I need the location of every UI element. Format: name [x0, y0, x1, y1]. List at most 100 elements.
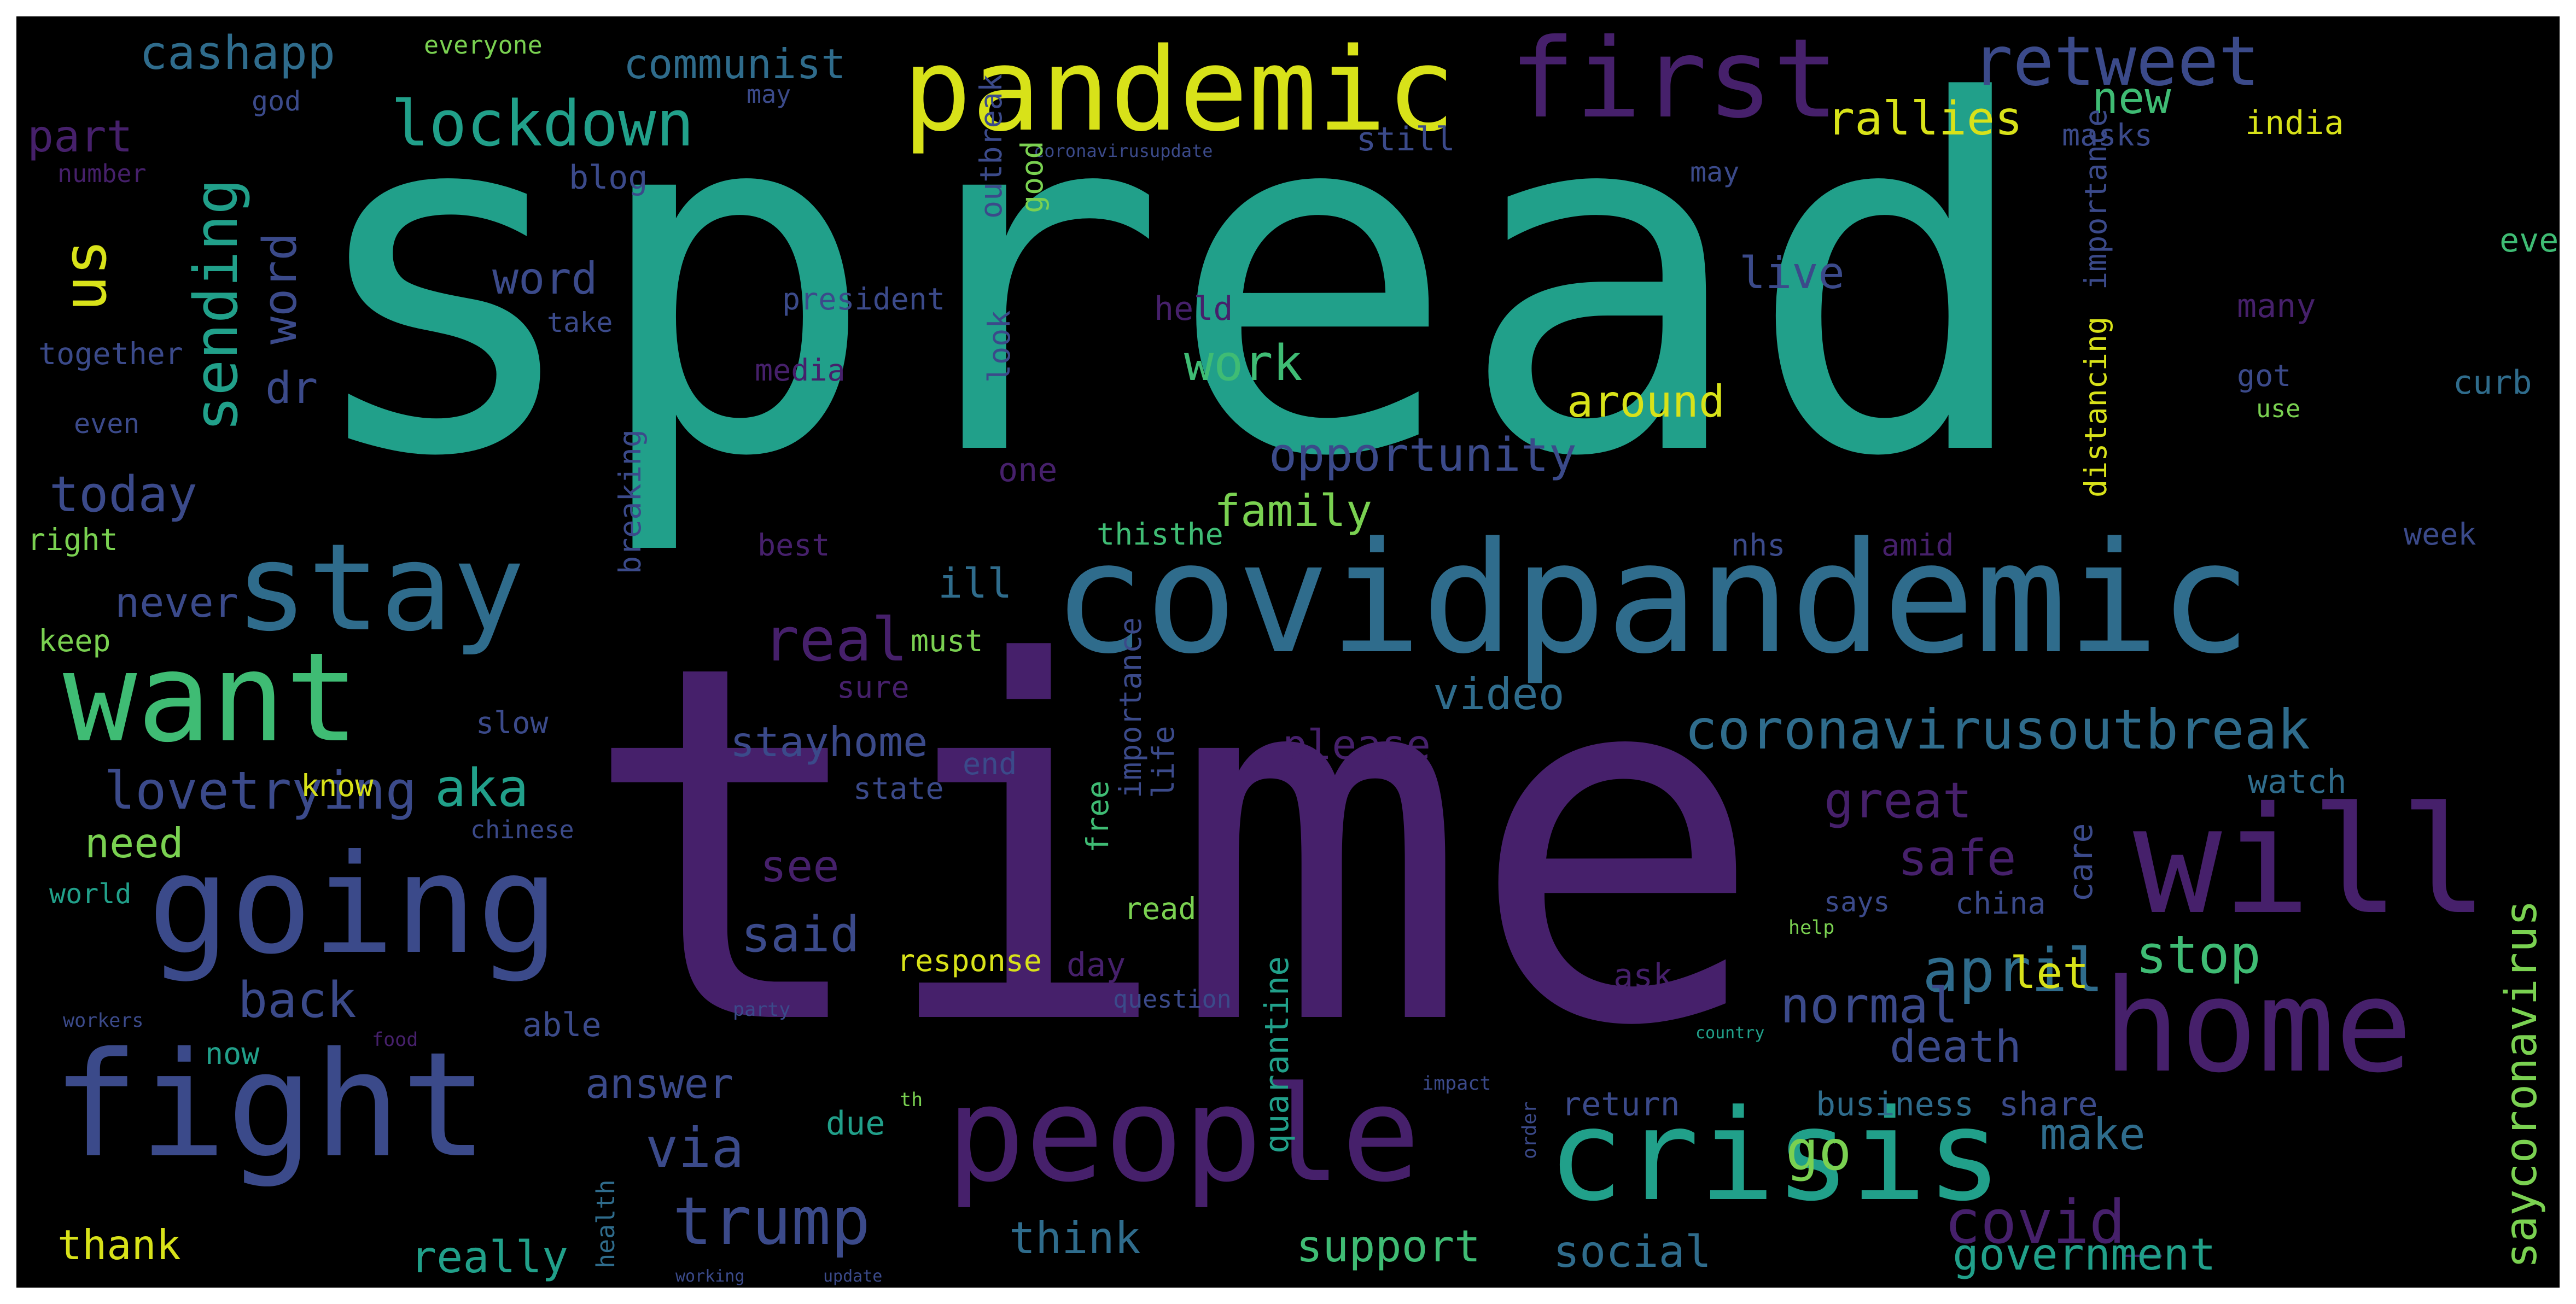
word-nhs: thisthe — [1097, 517, 1223, 552]
word-breaking: look — [982, 310, 1017, 383]
word-word: word — [253, 232, 307, 344]
word-use: got — [2237, 358, 2292, 393]
word-will: will — [2133, 775, 2489, 947]
word-outbreak: update — [823, 1267, 883, 1286]
word-world: safe — [1898, 829, 2016, 887]
word-day: response — [897, 943, 1042, 978]
word-us: us — [50, 239, 120, 312]
word-see: chinese — [470, 815, 574, 844]
word-coronavirusupdate: coronavirusupdate — [1034, 141, 1213, 161]
word-via: share — [1999, 1085, 2098, 1124]
word-communist: communist — [623, 40, 846, 88]
word-sure: video — [1433, 669, 1565, 720]
word-share: business — [1816, 1085, 1974, 1124]
word-crisis: crisis — [1548, 1083, 2002, 1229]
word-order: health — [591, 1179, 620, 1268]
word-everyone: everyone — [424, 31, 543, 60]
word-time: time — [580, 561, 1765, 1133]
word-workers: ask — [1613, 957, 1673, 995]
word-fight: fight — [52, 1021, 488, 1190]
word-held: live — [1739, 248, 1845, 299]
word-know: aka — [435, 758, 529, 818]
word-april: day — [1066, 946, 1126, 984]
word-care: free — [1080, 780, 1115, 853]
word-th: answer — [585, 1060, 733, 1108]
word-one: opportunity — [1269, 428, 1577, 482]
word-number: number — [57, 159, 147, 188]
word-today: one — [998, 451, 1058, 489]
word-cloud: spread time covidpandemic pandemic first… — [16, 16, 2560, 1288]
word-keep: ill — [938, 559, 1012, 607]
word-working: government — [1953, 1229, 2216, 1280]
word-really: thank — [57, 1221, 181, 1269]
word-best: right — [27, 522, 118, 557]
word-thisthe: best — [757, 528, 830, 563]
word-slow: sure — [837, 670, 910, 705]
word-back: let — [2010, 948, 2089, 998]
word-help: said — [741, 906, 860, 963]
word-distancing: breaking — [613, 429, 648, 574]
word-health: care — [2062, 823, 2100, 903]
word-need: great — [1824, 772, 1972, 829]
word-lovetrying: please — [1283, 721, 1431, 769]
word-covid_: trump — [673, 1184, 871, 1260]
word-work: dr — [265, 362, 318, 413]
word-impact: th — [900, 1089, 923, 1111]
word-week: amid — [1881, 528, 1954, 563]
word-sending: sending — [181, 178, 251, 432]
word-question: back — [238, 972, 357, 1029]
word-ask: question — [1113, 985, 1232, 1014]
word-quarantine: saycoronavirus — [2496, 899, 2546, 1268]
word-stay: stay — [235, 518, 525, 658]
word-saycoronavirus: distancing — [2078, 316, 2113, 498]
word-blog: blog — [569, 159, 648, 197]
word-opportunity: even — [74, 408, 140, 440]
word-please: stayhome — [730, 718, 928, 766]
word-think: really — [410, 1232, 568, 1283]
word-god: god — [252, 85, 301, 117]
word-covidpandemic: covidpandemic — [1053, 510, 2252, 688]
word-support: think — [1009, 1213, 1141, 1264]
word-chinese: need — [85, 819, 184, 867]
word-lockdown: lockdown — [391, 87, 694, 161]
word-retweet: retweet — [1972, 22, 2260, 101]
word-country: death — [1890, 1021, 2021, 1072]
word-still: still — [1356, 120, 1455, 159]
word-make: go — [1786, 1119, 1852, 1183]
word-let: stop — [2136, 925, 2261, 985]
word-live: word — [492, 253, 598, 304]
word-real: never — [115, 578, 238, 627]
word-pandemic: pandemic — [902, 23, 1456, 157]
word-home: home — [2103, 952, 2412, 1101]
word-food: now — [205, 1036, 260, 1071]
word-great: watch — [2248, 763, 2347, 801]
word-many: president — [782, 282, 946, 317]
word-india: india — [2245, 104, 2344, 142]
word-go: due — [826, 1104, 885, 1143]
word-look: good — [1015, 141, 1050, 213]
word-stayhome: slow — [476, 705, 549, 740]
word-lives: order — [1519, 1101, 1541, 1159]
word-stop: april — [1922, 935, 2104, 1005]
word-thank: covid_ — [1944, 1187, 2162, 1257]
word-state: know — [301, 768, 374, 803]
word-due: via — [645, 1116, 744, 1180]
word-death: able — [522, 1006, 602, 1044]
word-president: held — [1154, 290, 1233, 328]
word-part: part — [27, 111, 133, 162]
word-business: return — [1561, 1085, 1680, 1124]
word-every: many — [2237, 287, 2316, 325]
word-return: impact — [1422, 1073, 1491, 1095]
word-trump: make — [2040, 1109, 2146, 1160]
word-says: world — [49, 878, 132, 910]
word-amid: nhs — [1731, 528, 1786, 563]
word-first: first — [1510, 16, 1839, 143]
word-said: read — [1124, 891, 1197, 926]
word-now: normal — [1780, 977, 1959, 1034]
word-coronavirusoutbreak: coronavirusoutbreak — [1685, 698, 2310, 762]
word-watch: end — [963, 746, 1017, 781]
word-want: want — [63, 627, 359, 770]
word-update: working — [675, 1267, 745, 1286]
word-around: work — [1184, 335, 1303, 392]
word-curb: use — [2256, 394, 2301, 423]
